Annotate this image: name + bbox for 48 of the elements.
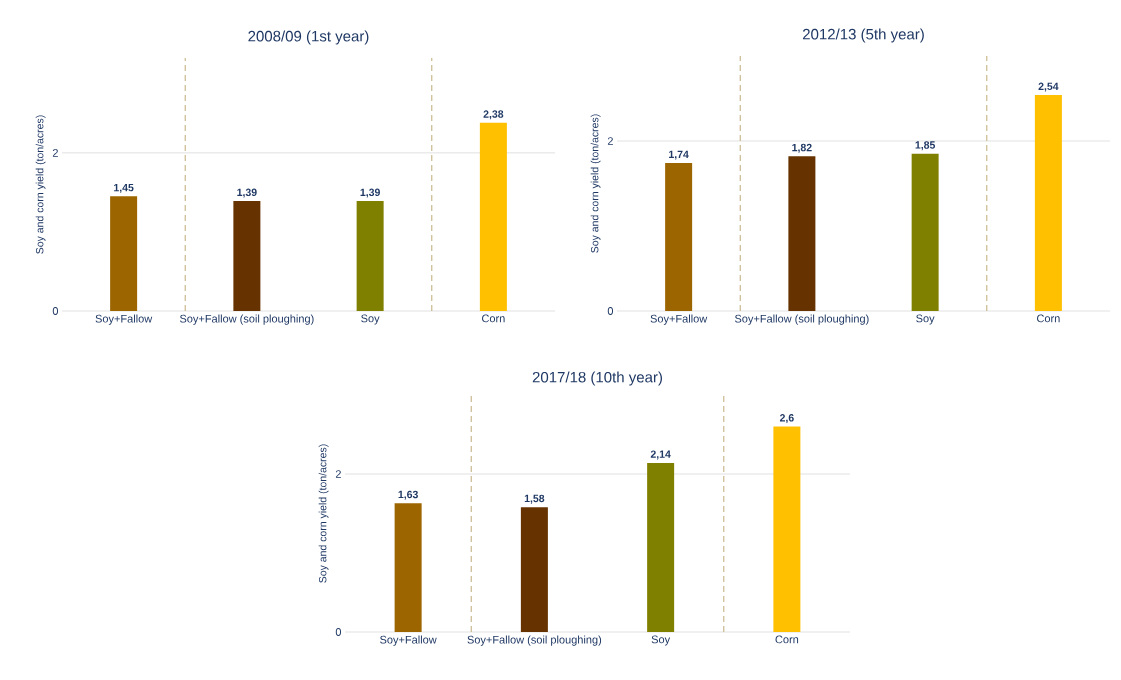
- x-tick-label: Corn: [1037, 314, 1060, 323]
- x-tick-label: Corn: [775, 635, 799, 644]
- chart-title: 2012/13 (5th year): [802, 28, 924, 43]
- data-label: 2,38: [483, 110, 504, 120]
- bar: [911, 153, 939, 311]
- y-tick-label: 0: [335, 628, 342, 636]
- x-tick-label: Soy+Fallow: [650, 314, 708, 325]
- x-tick-label: Corn: [482, 314, 505, 323]
- bar: [1034, 95, 1062, 311]
- y-tick-label: 0: [607, 307, 614, 315]
- bar: [233, 201, 261, 311]
- bar: [356, 201, 384, 311]
- bar: [394, 503, 422, 632]
- y-tick-label: 2: [607, 137, 613, 145]
- bar: [665, 163, 693, 311]
- x-tick-label: Soy+Fallow (soil ploughing): [734, 314, 869, 325]
- data-label: 1,63: [398, 490, 418, 500]
- data-label: 1,82: [792, 143, 812, 153]
- y-tick-label: 0: [52, 307, 59, 315]
- x-tick-label: Soy+Fallow (soil ploughing): [179, 314, 314, 325]
- y-tick-label: 2: [52, 149, 58, 157]
- bar: [647, 462, 675, 632]
- data-label: 1,74: [669, 150, 689, 160]
- y-axis-title: Soy and corn yield (ton/acres): [590, 114, 601, 253]
- bar: [773, 426, 801, 632]
- chart-title: 2017/18 (10th year): [532, 371, 662, 386]
- data-label: 1,39: [360, 188, 380, 198]
- x-tick-label: Soy: [651, 635, 671, 646]
- data-label: 2,6: [779, 414, 794, 424]
- x-tick-label: Soy+Fallow: [95, 314, 153, 325]
- data-label: 1,58: [524, 494, 545, 504]
- bar: [479, 122, 507, 311]
- bar: [520, 507, 548, 632]
- data-label: 1,39: [237, 188, 257, 198]
- y-axis-title: Soy and corn yield (ton/acres): [318, 444, 329, 583]
- y-axis-title: Soy and corn yield (ton/acres): [35, 115, 46, 254]
- x-tick-label: Soy: [361, 314, 380, 325]
- bar: [110, 196, 138, 311]
- data-label: 2,54: [1038, 82, 1059, 92]
- x-tick-label: Soy+Fallow: [380, 635, 437, 646]
- data-label: 1,45: [114, 183, 134, 193]
- bar: [788, 156, 816, 311]
- y-tick-label: 2: [335, 470, 341, 478]
- data-label: 1,85: [915, 141, 936, 151]
- x-tick-label: Soy+Fallow (soil ploughing): [467, 635, 602, 646]
- chart-title: 2008/09 (1st year): [248, 30, 369, 45]
- data-label: 2,14: [650, 450, 671, 460]
- x-tick-label: Soy: [916, 314, 935, 325]
